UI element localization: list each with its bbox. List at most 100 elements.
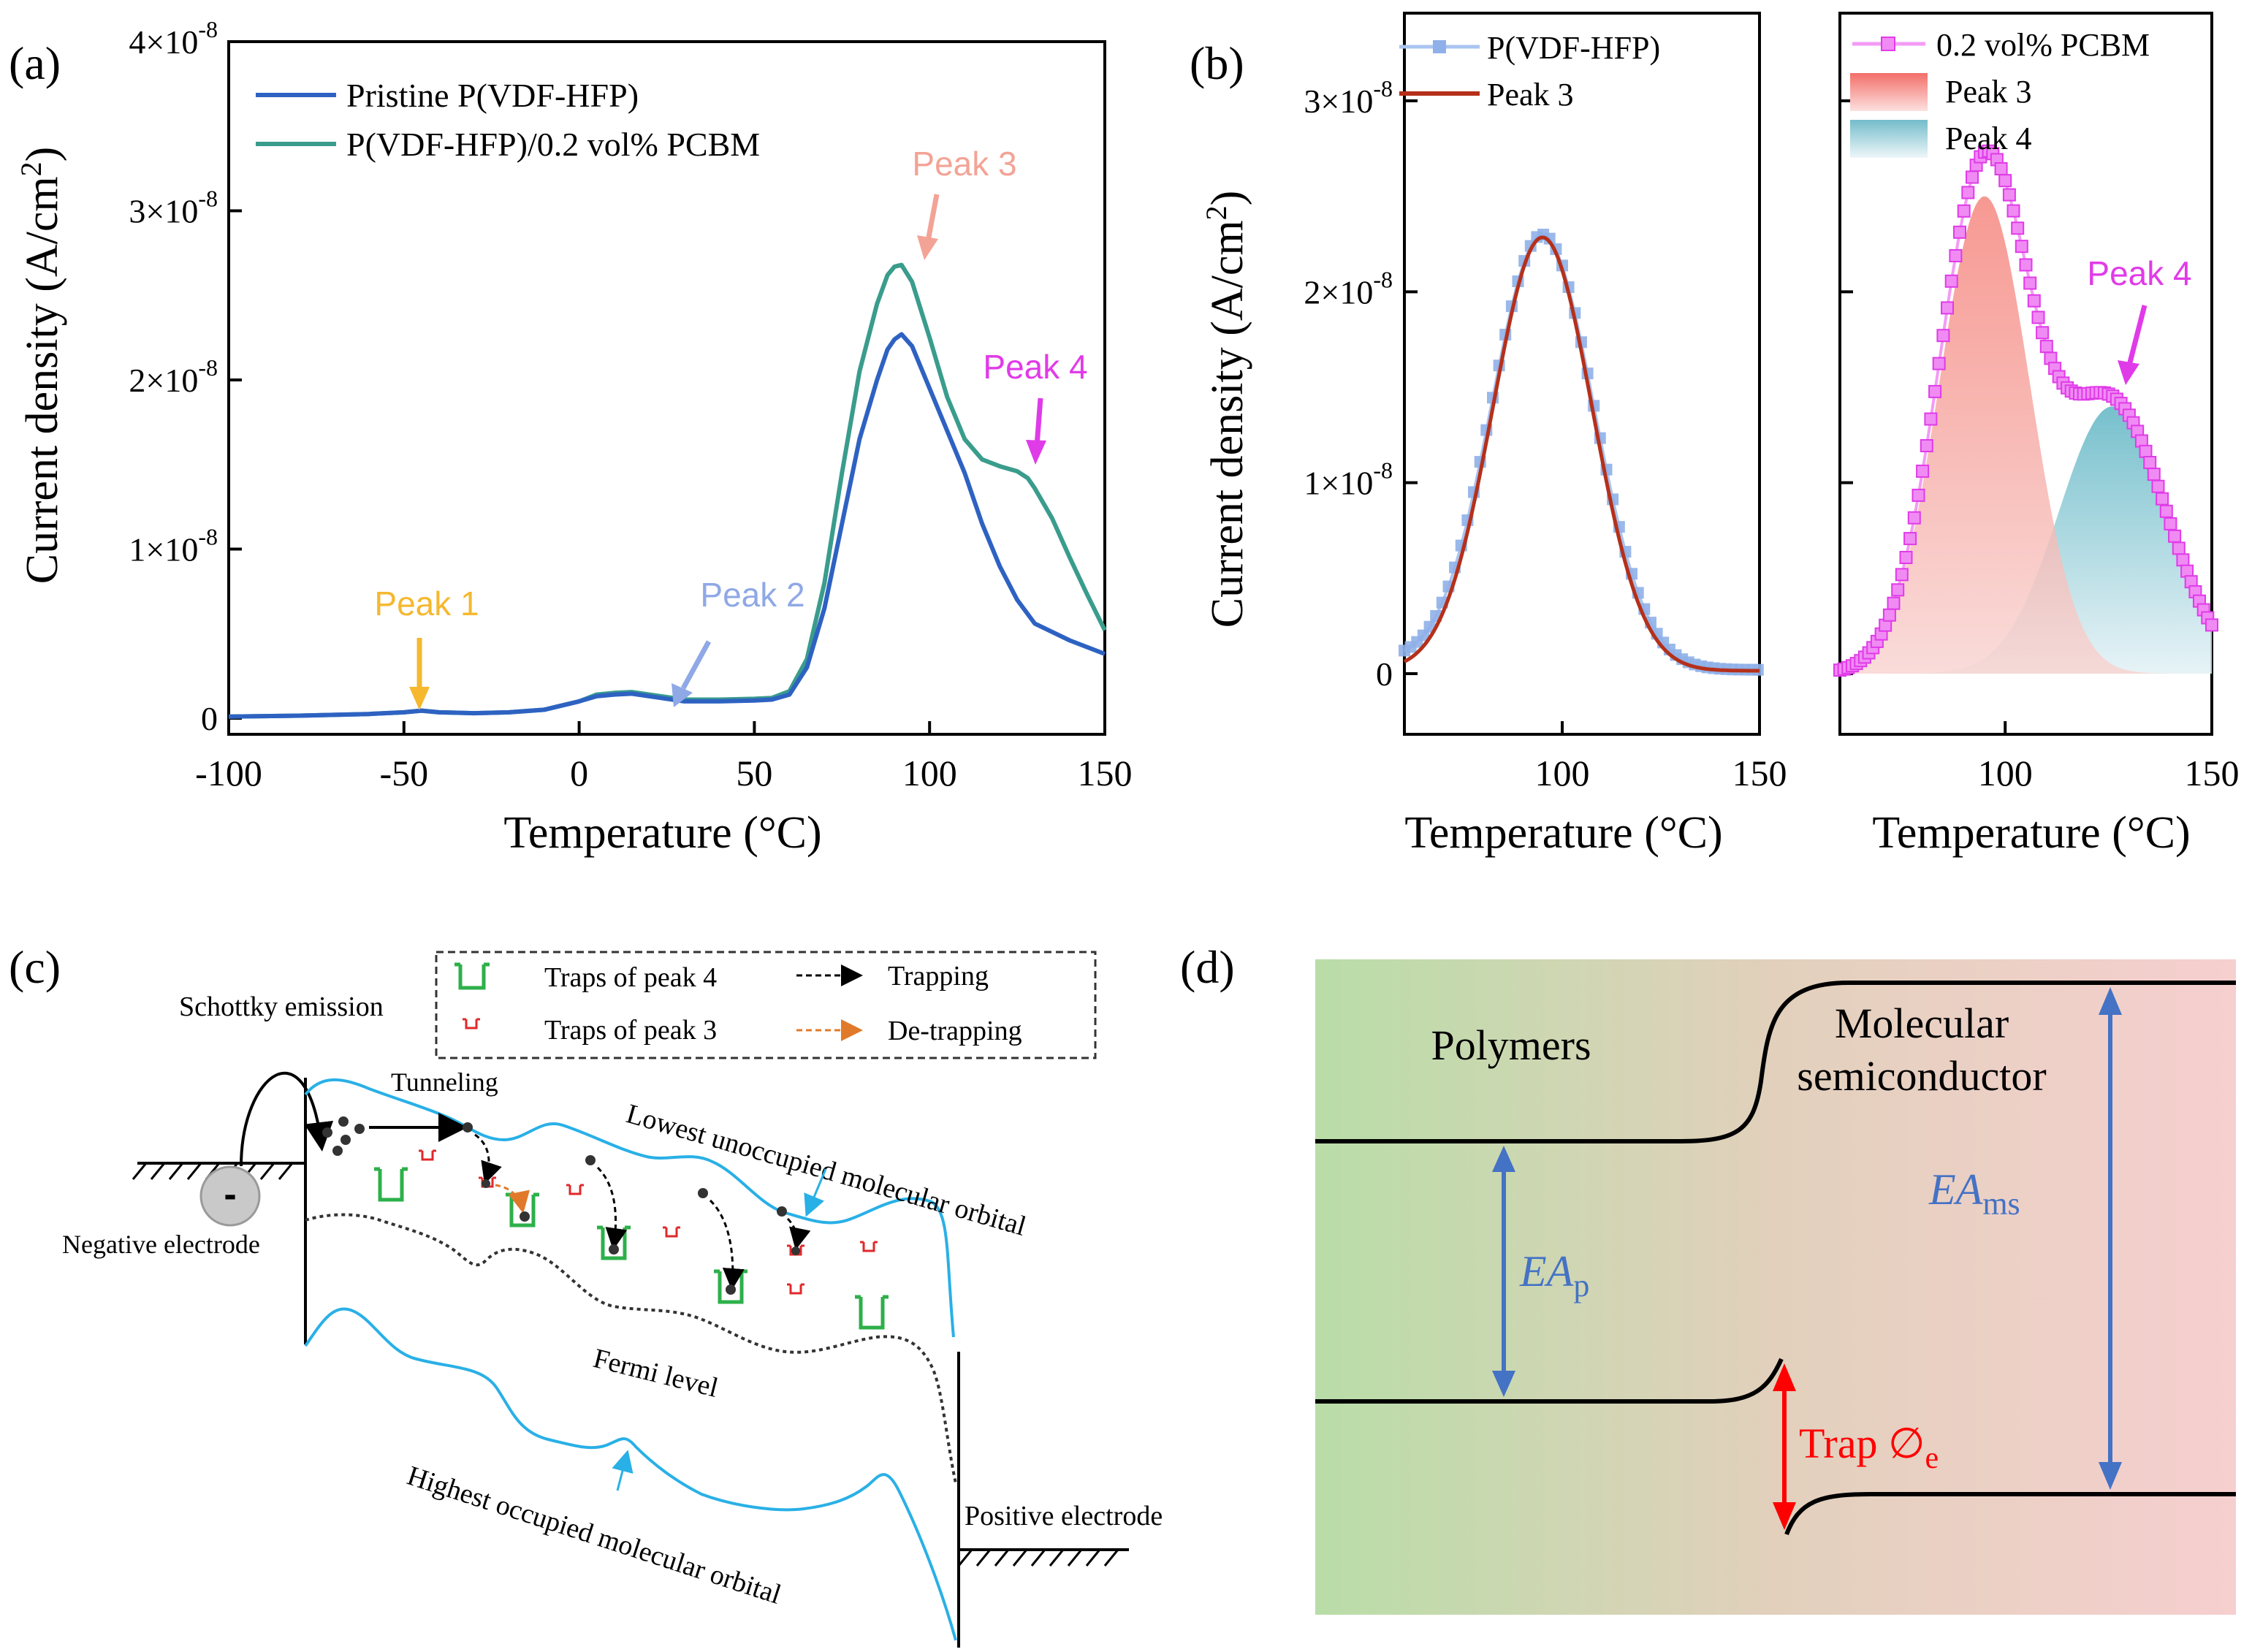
panel-a-x-tick-label: -50 — [379, 753, 428, 793]
panel-a-y-tick-label: 3×10-8 — [129, 186, 218, 230]
panel-b-left-y-tick-label: 0 — [1376, 655, 1393, 693]
marker-pcbm-b — [2039, 340, 2053, 354]
panel-a-y-tick-label: 1×10-8 — [129, 524, 218, 568]
panel-b-right-plot-area — [1833, 144, 2218, 677]
marker-pcbm-b — [2159, 504, 2173, 518]
marker-pcbm-b — [2027, 294, 2041, 308]
arrow-peak-4-head — [1026, 440, 1046, 465]
trap-peak4-legend-icon — [454, 962, 490, 990]
panel-a-x-tick-label: 100 — [902, 753, 957, 793]
marker-pcbm-b — [2006, 204, 2020, 218]
panel-label-a: (a) — [9, 37, 61, 89]
label-molecular: Molecular — [1835, 1000, 2009, 1047]
panel-a-y-tick-label: 0 — [201, 700, 218, 737]
electron-dot — [341, 1135, 351, 1145]
panel-b-left-y-tick-label: 2×10-8 — [1304, 266, 1393, 311]
marker-pcbm-b — [1924, 412, 1938, 426]
marker-pcbm-b — [2151, 479, 2165, 493]
panel-b-left-x-axis-label: Temperature (°C) — [1404, 808, 1722, 858]
trap-legend-box — [435, 951, 1097, 1059]
ea-p-arrow-head-bottom — [1492, 1371, 1515, 1397]
marker-pcbm-b — [2031, 311, 2045, 324]
annotation-peak-4: Peak 4 — [983, 348, 1087, 386]
legend-detrapping: De-trapping — [888, 1016, 1022, 1046]
ea-p-arrow-head-top — [1492, 1146, 1515, 1172]
legend-label-peak4-area: Peak 4 — [1945, 121, 2032, 156]
positive-electrode-hatch — [957, 1549, 1119, 1567]
label-trap: Trap ∅e — [1799, 1420, 1939, 1475]
series-line-pvdf-hfp — [1404, 232, 1758, 671]
legend-label-peak3-fit: Peak 3 — [1487, 77, 1574, 113]
legend-traps-peak3: Traps of peak 3 — [544, 1015, 717, 1046]
arrow-peak-3-head — [917, 235, 938, 260]
area-peak3 — [1840, 196, 2212, 674]
marker-pcbm-b — [1916, 464, 1930, 478]
lumo-pointer-arrow — [804, 1168, 827, 1217]
lumo-level-line — [1315, 981, 2236, 1143]
legend-swatch-peak3-area — [1850, 73, 1928, 111]
panel-a-axes: -100 -50 0 50 100 150 0 1×10-8 2×10-8 3×10-8 4×10-… — [129, 16, 1132, 793]
marker-pcbm-b — [2205, 618, 2218, 632]
panel-a-x-axis-label: Temperature (°C) — [503, 808, 821, 858]
panel-b-right-x-tick-label: 100 — [1978, 753, 2033, 793]
marker-pcbm-b — [1961, 186, 1975, 199]
panel-label-d: (d) — [1180, 941, 1235, 993]
panel-b-left-plot-area — [1399, 229, 1764, 676]
legend-marker-pvdf-hfp — [1433, 40, 1446, 53]
annotation-peak-1: Peak 1 — [374, 585, 479, 623]
panel-label-c: (c) — [9, 941, 61, 993]
polymer-trap-level-line — [1315, 1358, 1784, 1404]
marker-pcbm-b — [1932, 357, 1946, 370]
panel-a-legend: Pristine P(VDF-HFP) P(VDF-HFP)/0.2 vol% … — [256, 77, 760, 163]
marker-pcbm-b — [1957, 204, 1971, 218]
panel-a-x-tick-label: 150 — [1078, 753, 1133, 793]
label-homo: Highest occupied molecular orbital — [403, 1461, 785, 1610]
series-line-peak3-fit — [1403, 235, 1760, 673]
marker-pcbm-b — [1920, 439, 1933, 452]
marker-pcbm-b — [1936, 329, 1950, 343]
panel-a-y-tick-label: 2×10-8 — [129, 354, 218, 399]
homo-pointer-arrow — [612, 1450, 634, 1491]
marker-pcbm-b — [2011, 221, 2025, 235]
marker-pcbm-b — [2168, 529, 2182, 543]
panel-a-y-tick-label: 4×10-8 — [129, 16, 218, 61]
lumo-band — [304, 1078, 955, 1338]
legend-label-pristine: Pristine P(VDF-HFP) — [346, 77, 639, 114]
marker-pvdf-hfp — [1543, 232, 1556, 245]
marker-pcbm-b — [1891, 583, 1905, 597]
marker-pcbm-b — [1928, 384, 1942, 398]
ea-ms-arrow-head-bottom — [2099, 1462, 2122, 1490]
marker-pcbm-b — [2172, 541, 2186, 555]
electron-dot — [332, 1146, 343, 1156]
label-ea-ms: EAms — [1928, 1165, 2020, 1222]
semiconductor-level-line — [1784, 1492, 2236, 1536]
panel-a-frame — [227, 40, 1106, 736]
legend-label-pvdf-hfp: P(VDF-HFP) — [1487, 30, 1660, 66]
panel-b-left-x-tick-label: 150 — [1732, 753, 1787, 793]
trap-peak3-legend-icon — [463, 1018, 480, 1029]
panel-b-annotation: Peak 4 — [2087, 254, 2192, 385]
arrow-peak-1-head — [409, 687, 430, 710]
marker-pcbm-b — [2143, 456, 2157, 469]
label-ea-p: EAp — [1519, 1247, 1589, 1303]
panel-a-x-tick-label: 0 — [570, 753, 588, 793]
panel-b-right-x-tick-label: 150 — [2185, 753, 2240, 793]
marker-pcbm-b — [1899, 551, 1913, 564]
marker-pcbm-b — [1998, 174, 2012, 188]
label-semiconductor: semiconductor — [1797, 1052, 2046, 1100]
label-tunneling: Tunneling — [391, 1067, 498, 1097]
marker-pcbm-b — [2023, 276, 2037, 290]
panel-a-x-tick-label: 50 — [736, 753, 772, 793]
panel-b-left-frame — [1403, 12, 1761, 736]
trap-arrow-head-bottom — [1773, 1502, 1796, 1530]
panel-a-x-tick-label: -100 — [195, 753, 262, 793]
marker-pcbm-b — [1911, 488, 1925, 502]
arrow-peak-4-b-head — [2118, 360, 2139, 385]
legend-label-pcbm-b: 0.2 vol% PCBM — [1936, 27, 2150, 63]
panel-a-plot-area — [228, 262, 1107, 719]
marker-pcbm-b — [2147, 468, 2161, 481]
panel-a: (a) -100 -50 0 50 100 150 0 1×10-8 2×10-8 3×10-8 4… — [9, 16, 1133, 858]
trap-arrow-head-top — [1773, 1363, 1796, 1391]
label-negative-electrode: Negative electrode — [62, 1230, 260, 1259]
